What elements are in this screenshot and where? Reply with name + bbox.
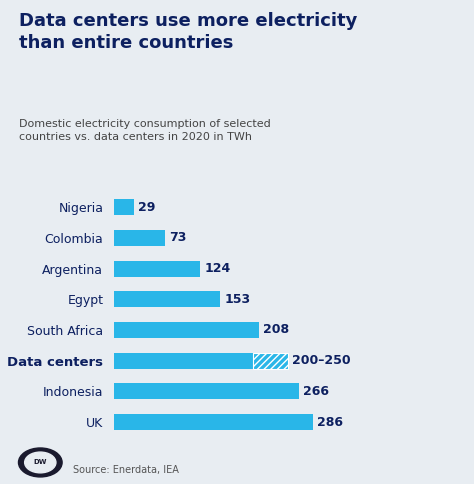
Text: 153: 153 xyxy=(225,293,251,306)
Text: DW: DW xyxy=(34,459,47,466)
Text: 124: 124 xyxy=(204,262,231,275)
Bar xyxy=(253,353,288,369)
Bar xyxy=(114,353,253,369)
Bar xyxy=(114,291,220,307)
Circle shape xyxy=(25,452,56,473)
Text: 73: 73 xyxy=(169,231,186,244)
Text: Data centers use more electricity
than entire countries: Data centers use more electricity than e… xyxy=(19,12,357,52)
Text: 208: 208 xyxy=(263,323,289,336)
Bar xyxy=(114,383,299,399)
Bar xyxy=(114,260,200,276)
Text: Source: Enerdata, IEA: Source: Enerdata, IEA xyxy=(73,465,179,475)
Bar xyxy=(114,230,164,246)
Bar xyxy=(114,414,313,430)
Circle shape xyxy=(18,448,62,477)
Bar xyxy=(114,322,259,338)
Text: 29: 29 xyxy=(138,201,155,213)
Bar xyxy=(114,199,134,215)
Text: Domestic electricity consumption of selected
countries vs. data centers in 2020 : Domestic electricity consumption of sele… xyxy=(19,119,271,142)
Text: 286: 286 xyxy=(317,416,343,428)
Text: 200–250: 200–250 xyxy=(292,354,351,367)
Text: 266: 266 xyxy=(303,385,329,398)
